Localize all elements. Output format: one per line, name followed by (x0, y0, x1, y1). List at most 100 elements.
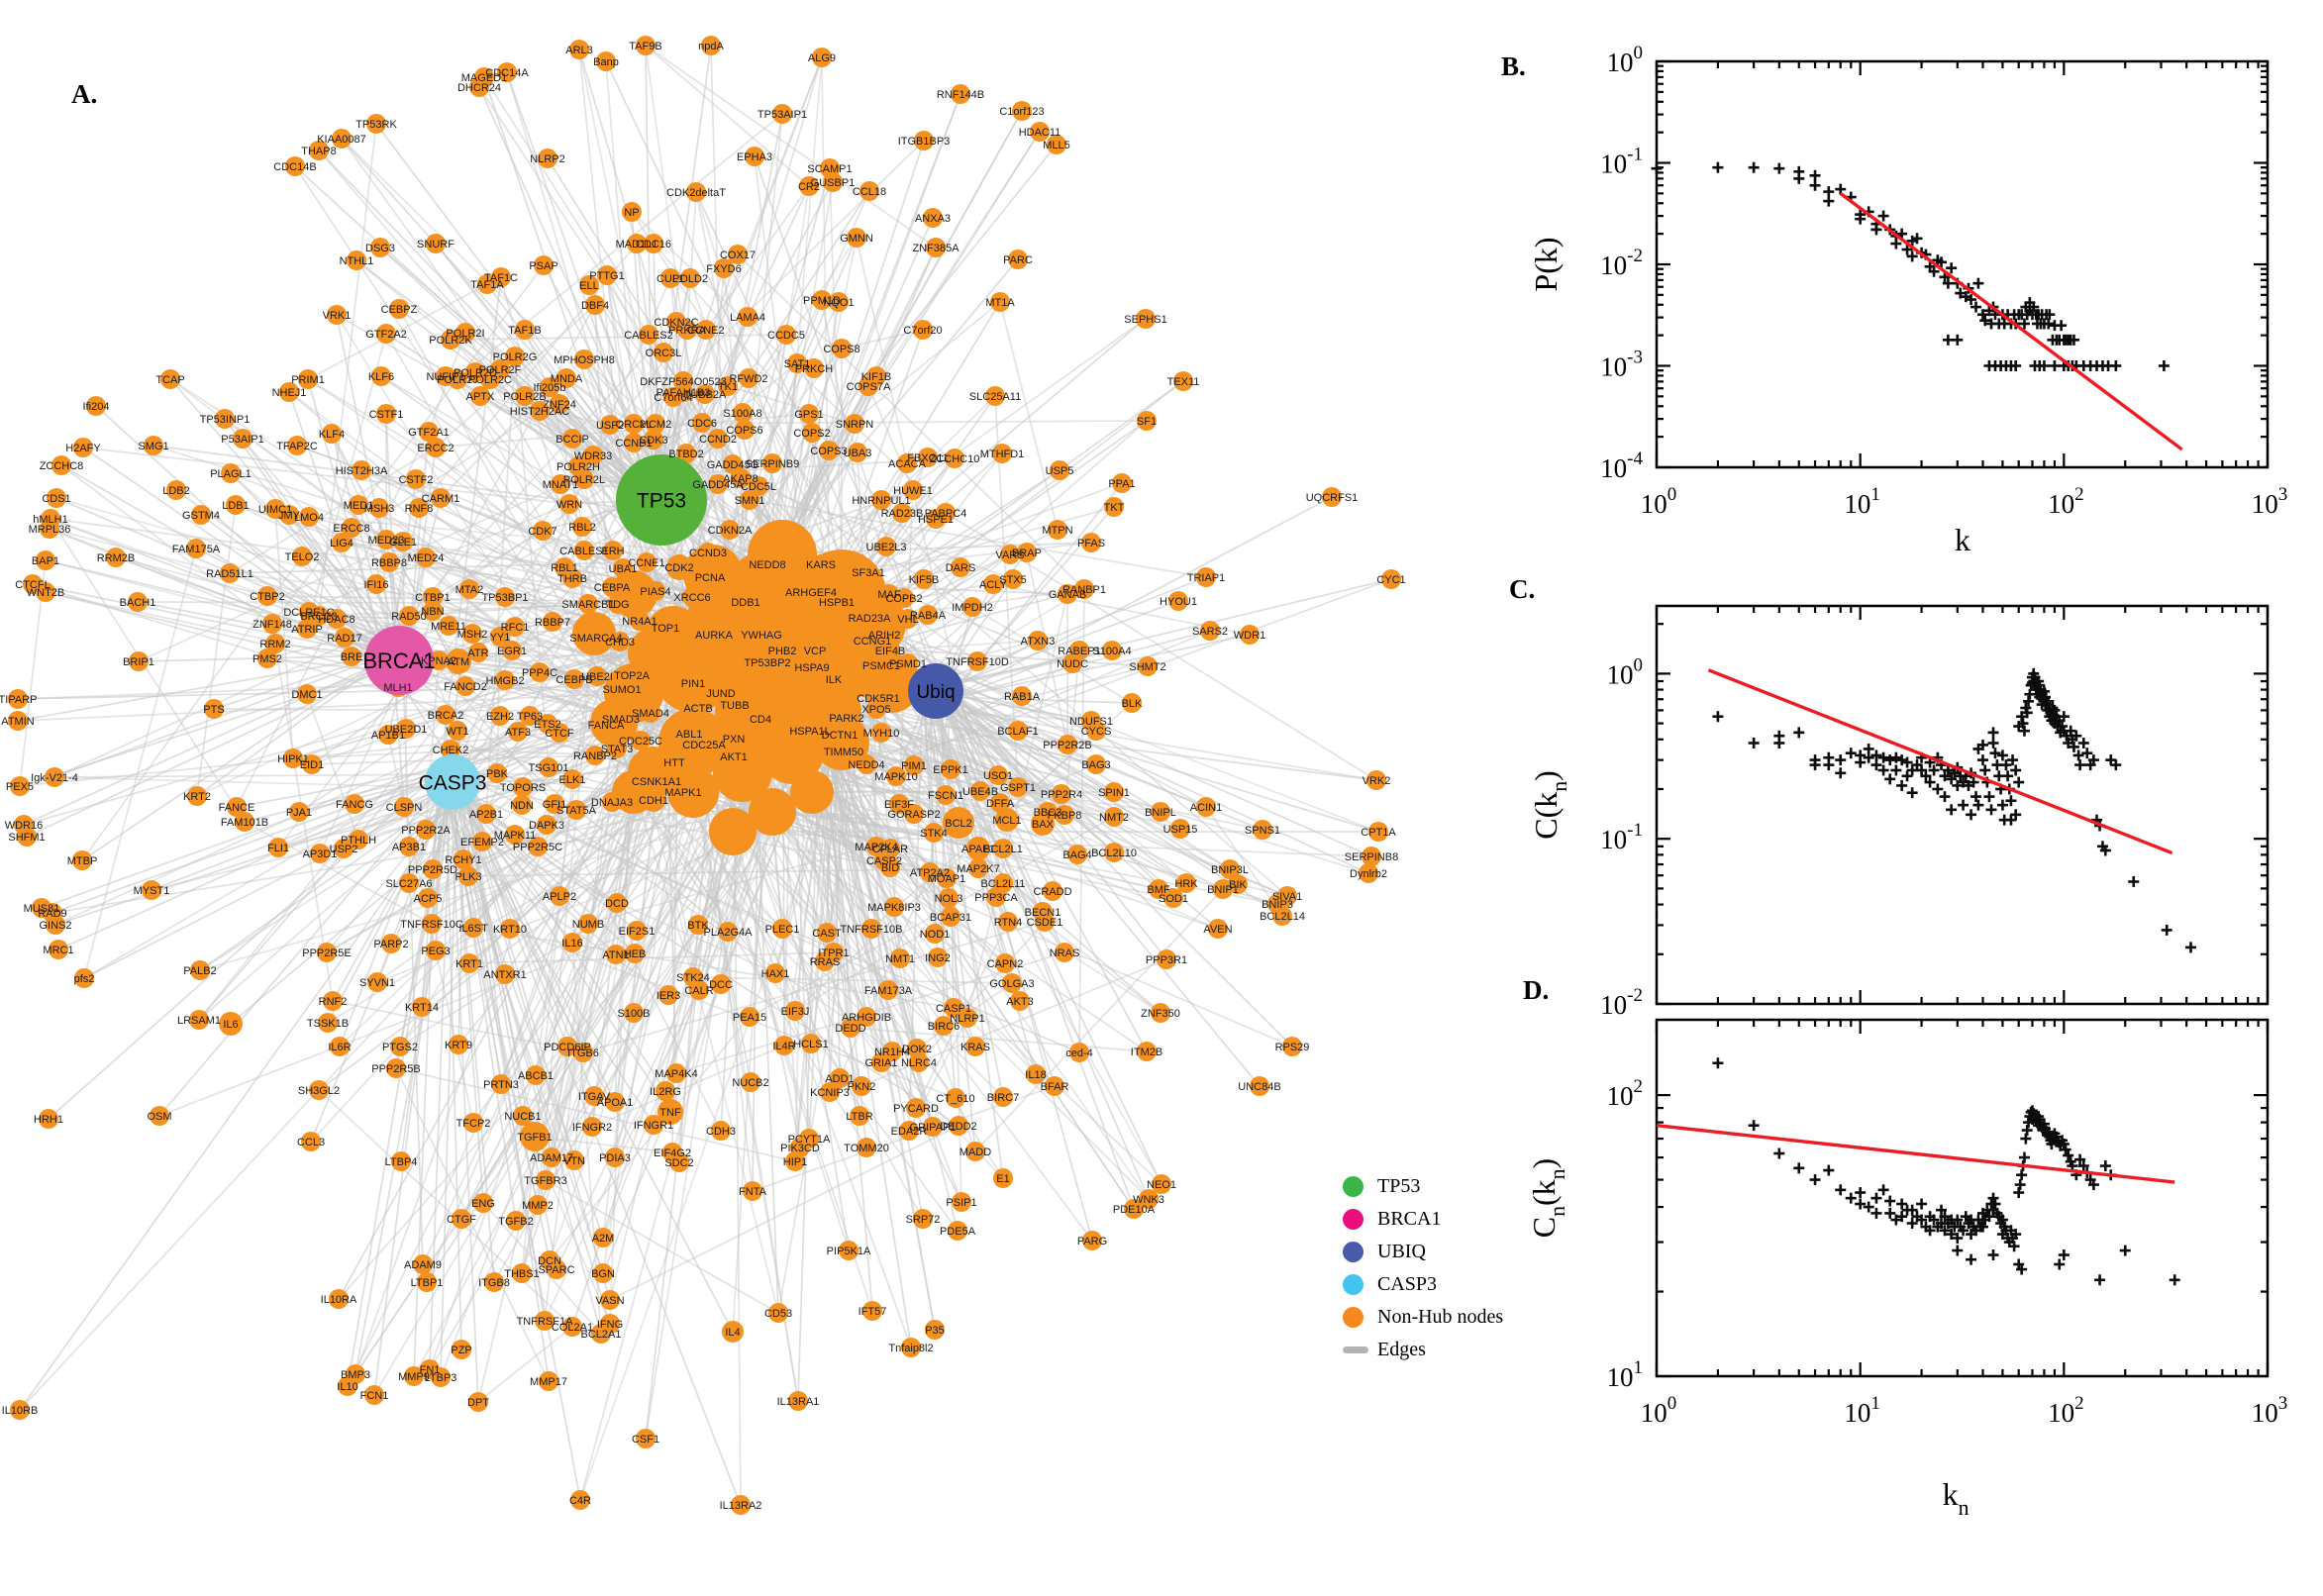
network-node[interactable] (279, 382, 299, 402)
network-node[interactable] (376, 530, 396, 549)
network-node[interactable] (990, 292, 1010, 312)
network-node[interactable] (701, 36, 721, 55)
network-node[interactable] (574, 349, 594, 369)
network-node[interactable] (439, 616, 458, 636)
network-node[interactable] (480, 369, 500, 389)
network-node[interactable] (951, 84, 970, 104)
network-node[interactable] (622, 202, 642, 222)
network-node[interactable] (459, 579, 479, 599)
network-node[interactable] (342, 647, 361, 666)
network-node[interactable] (497, 62, 517, 82)
network-node[interactable] (660, 268, 680, 288)
network-node[interactable] (847, 228, 866, 248)
network-node[interactable] (287, 436, 307, 455)
network-node[interactable] (799, 404, 819, 424)
network-node[interactable] (926, 238, 946, 257)
network-node[interactable] (776, 325, 796, 345)
network-node[interactable] (144, 436, 163, 455)
network-node[interactable] (191, 505, 211, 525)
network-node[interactable] (86, 396, 106, 416)
network-node[interactable] (718, 376, 738, 396)
network-node[interactable] (714, 258, 734, 278)
network-node[interactable] (859, 181, 879, 201)
network-node[interactable] (366, 114, 386, 134)
network-node[interactable] (985, 386, 1005, 406)
network-node[interactable] (292, 547, 312, 566)
network-node[interactable] (680, 268, 700, 288)
network-node[interactable] (297, 619, 317, 639)
network-node[interactable] (799, 176, 819, 196)
network-node[interactable] (40, 519, 59, 539)
network-node[interactable] (1012, 101, 1032, 121)
network-node[interactable] (349, 495, 368, 515)
network-node[interactable] (262, 614, 282, 634)
network-node[interactable] (309, 141, 329, 160)
network-node[interactable] (579, 275, 599, 295)
network-node[interactable] (733, 403, 753, 423)
network-node[interactable] (495, 587, 515, 607)
network-node[interactable] (265, 634, 285, 653)
network-node[interactable] (585, 295, 605, 315)
network-node[interactable] (257, 586, 277, 606)
network-node[interactable] (426, 234, 446, 253)
network-node[interactable] (36, 582, 55, 602)
network-node[interactable] (540, 377, 559, 397)
network-node[interactable] (505, 617, 525, 637)
network-node[interactable] (371, 366, 391, 386)
network-node[interactable] (342, 518, 361, 538)
network-node[interactable] (129, 651, 149, 671)
network-node[interactable] (309, 606, 329, 626)
network-node[interactable] (335, 628, 354, 648)
network-node[interactable] (393, 532, 413, 551)
network-node[interactable] (1008, 249, 1028, 269)
network-node[interactable] (569, 40, 589, 59)
network-node[interactable] (299, 507, 319, 527)
network-node[interactable] (352, 460, 371, 480)
network-node[interactable] (597, 265, 617, 285)
network-node[interactable] (812, 290, 832, 310)
network-node[interactable] (462, 624, 482, 644)
network-node[interactable] (36, 550, 55, 570)
network-node[interactable] (739, 368, 758, 388)
network-node[interactable] (327, 609, 347, 629)
network-node[interactable] (515, 386, 535, 406)
network-node[interactable] (696, 320, 716, 340)
network-node[interactable] (695, 384, 715, 404)
network-node[interactable] (596, 51, 616, 71)
network-node[interactable] (327, 305, 347, 325)
network-node[interactable] (823, 172, 843, 192)
network-node[interactable] (389, 299, 409, 319)
network-node[interactable] (73, 438, 93, 457)
network-node[interactable] (399, 606, 419, 626)
network-node[interactable] (322, 424, 342, 444)
network-node[interactable] (627, 234, 647, 253)
network-node[interactable] (369, 498, 389, 518)
network-node[interactable] (692, 413, 712, 433)
network-node[interactable] (470, 386, 490, 406)
network-node[interactable] (923, 208, 943, 228)
network-node[interactable] (106, 548, 126, 567)
network-node[interactable] (812, 48, 832, 67)
network-node[interactable] (441, 330, 460, 349)
network-node[interactable] (1173, 371, 1193, 391)
network-node[interactable] (728, 245, 748, 264)
network-node[interactable] (787, 353, 807, 373)
network-node[interactable] (1047, 135, 1066, 154)
network-node[interactable] (376, 404, 396, 424)
network-node[interactable] (285, 156, 305, 176)
network-node[interactable] (370, 238, 390, 257)
network-node[interactable] (992, 444, 1012, 463)
network-node[interactable] (663, 387, 683, 407)
network-node[interactable] (298, 369, 318, 389)
network-node[interactable] (832, 339, 852, 358)
network-node[interactable] (465, 362, 485, 382)
network-node[interactable] (1030, 122, 1050, 142)
network-node[interactable] (379, 552, 399, 572)
network-node[interactable] (772, 104, 792, 124)
network-node[interactable] (257, 648, 277, 668)
network-node[interactable] (913, 320, 933, 340)
network-node[interactable] (233, 429, 252, 449)
network-node[interactable] (556, 368, 576, 388)
network-node[interactable] (745, 147, 764, 166)
